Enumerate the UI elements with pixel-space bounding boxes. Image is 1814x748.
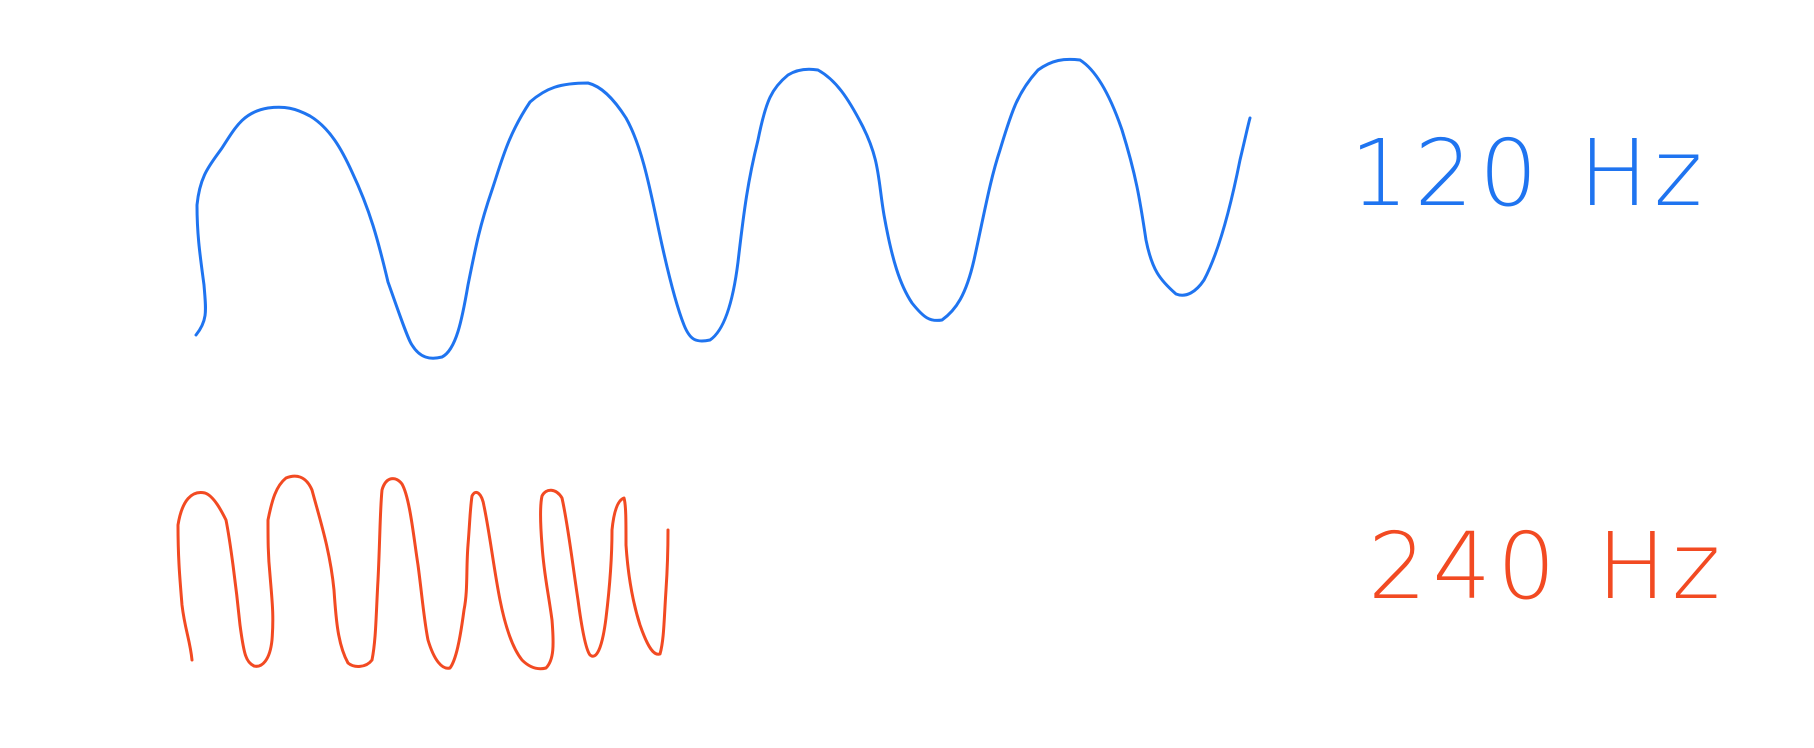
sine-wave-120hz bbox=[194, 57, 1252, 360]
frequency-label-240hz: 240 Hz bbox=[1368, 513, 1726, 620]
frequency-label-120hz: 120 Hz bbox=[1350, 120, 1708, 227]
sine-wave-240hz bbox=[176, 474, 670, 671]
